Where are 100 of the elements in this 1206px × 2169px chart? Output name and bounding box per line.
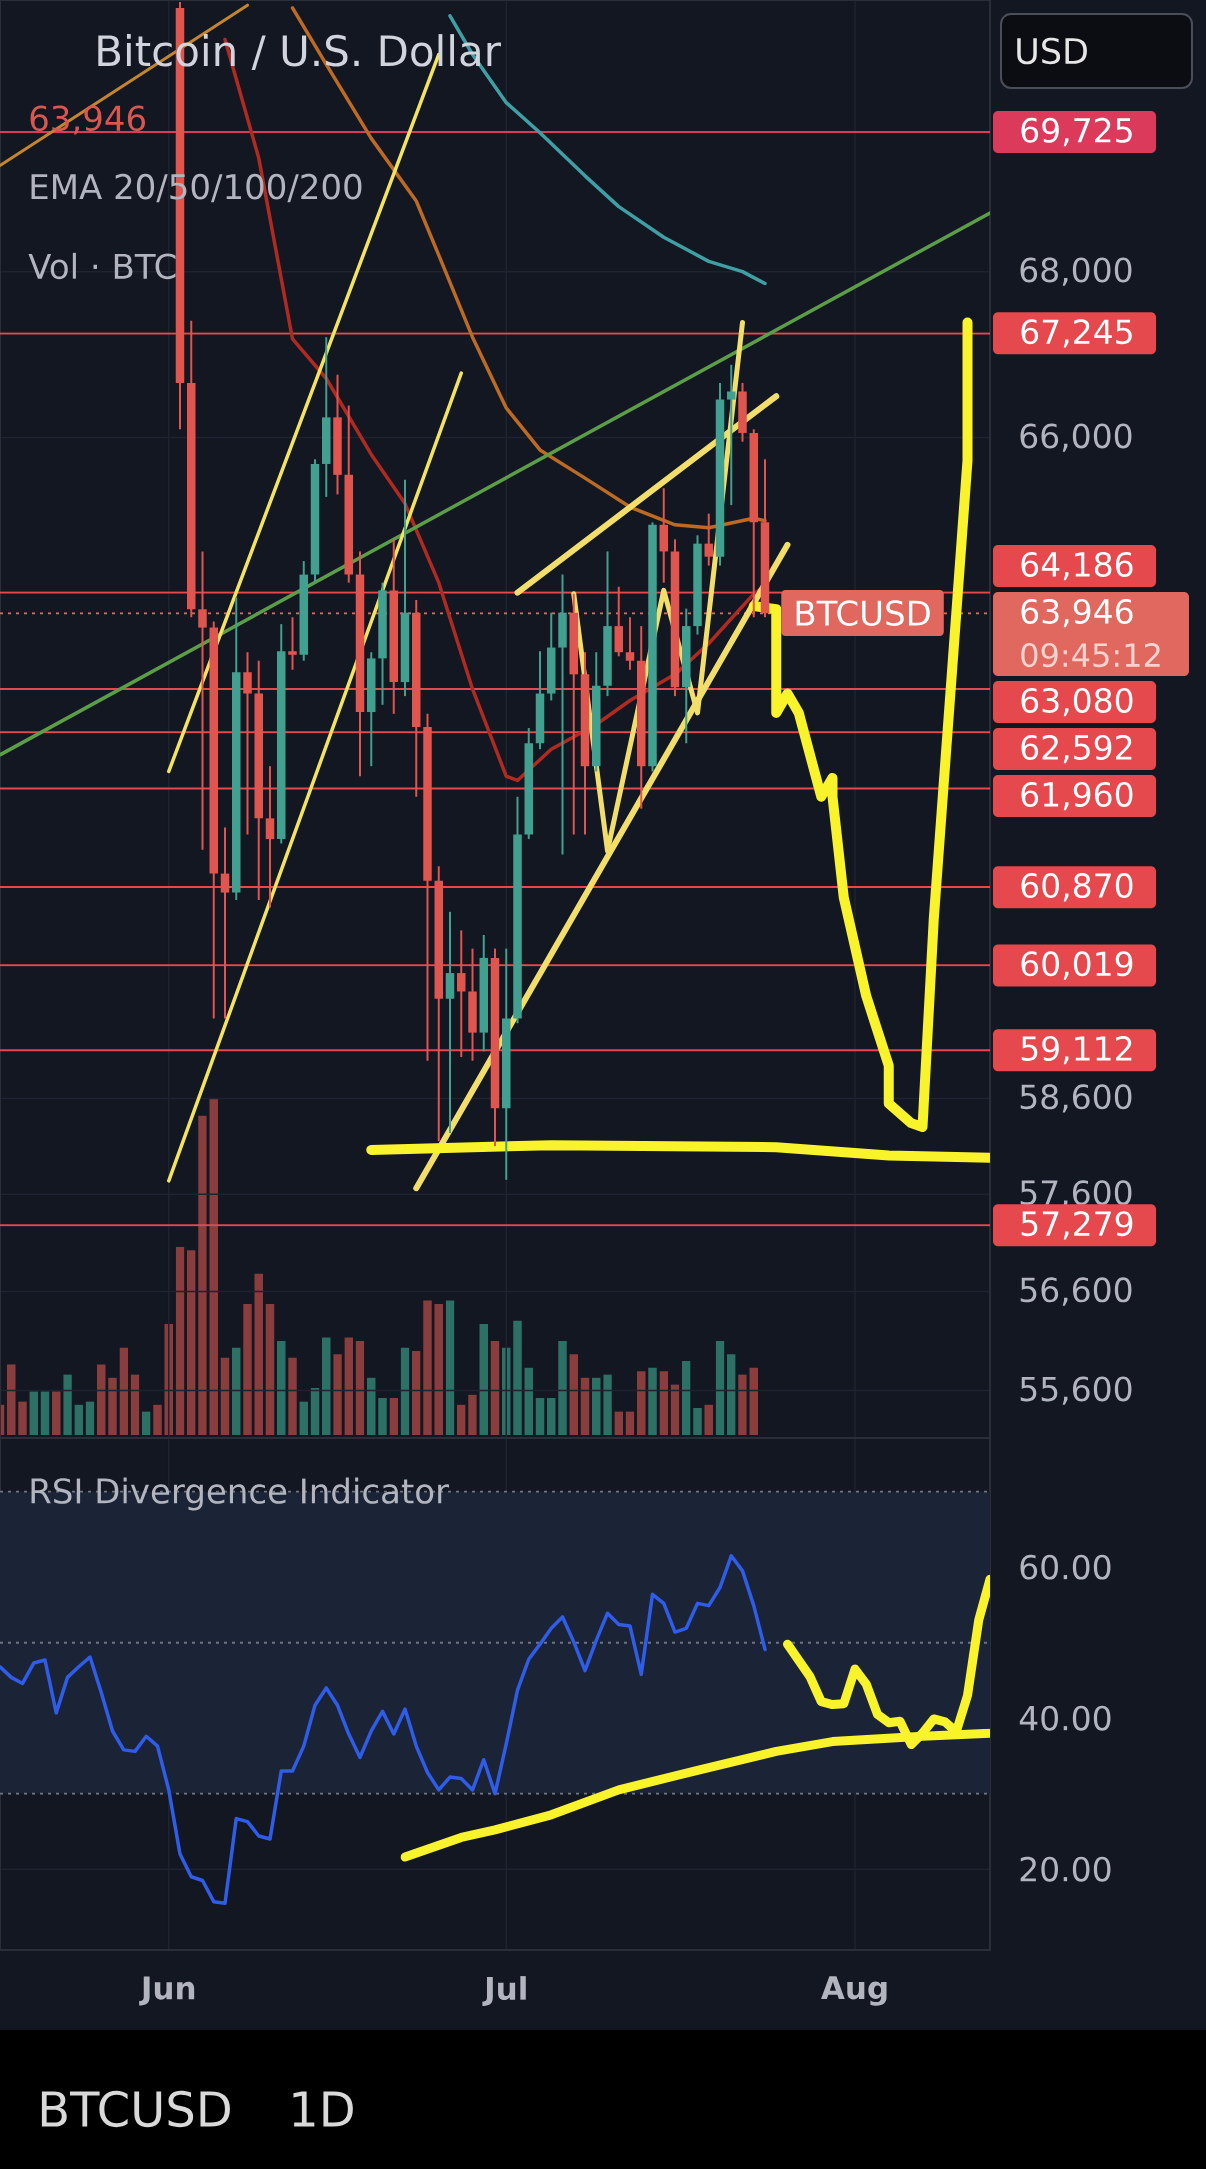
bar xyxy=(693,1408,702,1435)
bar xyxy=(322,1337,331,1435)
candlestick xyxy=(367,651,376,768)
candlestick xyxy=(693,534,702,636)
bar xyxy=(580,1377,590,1435)
candlestick xyxy=(378,581,387,706)
candlestick xyxy=(310,458,320,584)
candlestick xyxy=(513,795,522,1025)
candlestick xyxy=(355,550,365,778)
bar xyxy=(74,1404,83,1435)
ref-line-label: 60,019 xyxy=(1021,951,1133,980)
candlestick xyxy=(254,659,263,902)
bar xyxy=(355,1340,365,1435)
bar xyxy=(63,1374,72,1435)
candlestick xyxy=(670,538,680,698)
bar xyxy=(569,1354,578,1435)
candlestick xyxy=(400,478,410,698)
bar xyxy=(479,1324,488,1435)
bar xyxy=(592,1377,601,1435)
candlestick xyxy=(524,727,533,841)
bar xyxy=(715,1340,725,1435)
y-tick-label: 58,600 xyxy=(1020,1084,1132,1113)
y-tick-label: 40.00 xyxy=(1019,1705,1111,1731)
bar xyxy=(468,1394,477,1435)
candlestick xyxy=(614,585,623,658)
candlestick xyxy=(187,319,196,619)
candlestick xyxy=(760,458,770,619)
candlestick xyxy=(277,623,286,845)
candlestick xyxy=(209,620,218,1020)
candlestick xyxy=(749,428,758,619)
candlestick xyxy=(659,487,668,584)
x-tick-label: Aug xyxy=(821,1976,887,2006)
candlestick xyxy=(569,592,578,836)
y-tick-label: 57,600 xyxy=(1020,1180,1132,1209)
candlestick xyxy=(412,598,421,798)
candlestick xyxy=(558,573,567,856)
bar xyxy=(198,1115,207,1435)
candlestick xyxy=(445,910,455,1134)
bar xyxy=(232,1347,241,1435)
bar xyxy=(209,1098,218,1435)
bar xyxy=(52,1391,61,1435)
candlestick xyxy=(198,550,207,851)
ref-line-label: 63,080 xyxy=(1021,687,1133,717)
candlestick xyxy=(322,336,331,498)
bar xyxy=(670,1384,680,1435)
bar xyxy=(378,1398,387,1435)
bar xyxy=(513,1320,522,1435)
bar xyxy=(558,1340,567,1435)
candlestick xyxy=(648,521,657,773)
bar xyxy=(243,1303,252,1435)
bar xyxy=(277,1340,286,1435)
ref-line-label: 59,112 xyxy=(1021,1036,1132,1065)
ref-line-label: 63,946 xyxy=(1021,598,1133,628)
candlestick xyxy=(468,947,477,1062)
candlestick xyxy=(592,651,601,773)
ref-line-label: 57,279 xyxy=(1021,1211,1133,1240)
candlestick xyxy=(502,947,511,1181)
bar xyxy=(535,1398,545,1435)
bar xyxy=(220,1357,230,1435)
bar xyxy=(187,1250,196,1435)
candlestick xyxy=(243,651,252,836)
ref-line-label: 69,725 xyxy=(1021,117,1132,147)
bar xyxy=(434,1303,443,1435)
candlestick xyxy=(682,607,691,745)
bar xyxy=(175,1246,185,1435)
bar xyxy=(333,1354,342,1435)
ref-line-label: 67,245 xyxy=(1021,319,1132,348)
x-tick-label: Jun xyxy=(139,1976,195,2006)
bar xyxy=(288,1357,297,1435)
candlestick xyxy=(603,550,612,698)
candlestick xyxy=(715,381,725,567)
bar xyxy=(85,1401,95,1435)
bar xyxy=(29,1391,38,1435)
candlestick xyxy=(637,625,646,810)
candlestick xyxy=(547,611,556,702)
candlestick xyxy=(220,826,230,1020)
bar xyxy=(704,1404,713,1435)
annotation: BTCUSD xyxy=(796,600,930,626)
bar xyxy=(682,1361,691,1435)
bar xyxy=(400,1347,410,1435)
candlestick xyxy=(490,947,500,1148)
bar xyxy=(299,1401,308,1435)
candlestick xyxy=(704,512,713,567)
candlestick xyxy=(265,765,275,909)
candlestick xyxy=(625,616,635,671)
bar xyxy=(738,1374,747,1435)
bar xyxy=(749,1367,758,1435)
bar xyxy=(637,1371,646,1435)
candlestick xyxy=(434,865,443,1143)
bar xyxy=(119,1347,128,1435)
bar xyxy=(423,1300,432,1435)
line-series xyxy=(0,1554,767,1905)
bar xyxy=(153,1404,162,1435)
bar xyxy=(614,1411,623,1435)
bar xyxy=(524,1367,533,1435)
candlestick xyxy=(580,651,590,836)
bar xyxy=(445,1300,455,1435)
candlestick xyxy=(232,596,241,902)
bar xyxy=(18,1401,27,1435)
bar xyxy=(389,1398,398,1435)
